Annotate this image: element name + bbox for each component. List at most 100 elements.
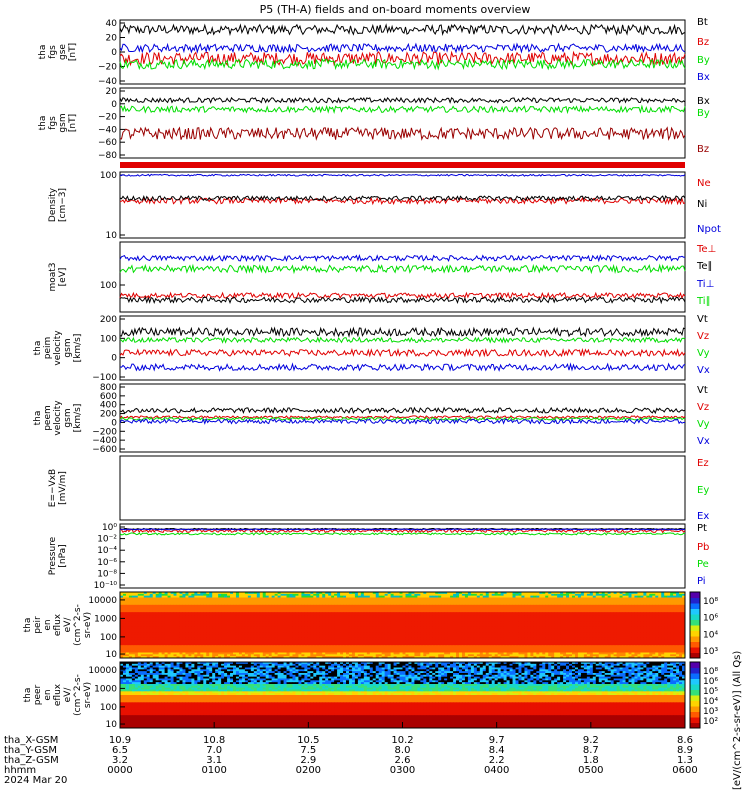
spectrogram-cell (265, 597, 270, 600)
spectrogram-cell (524, 610, 528, 613)
spectrogram-cell (488, 593, 493, 597)
spectrogram-cell (295, 614, 299, 617)
spectrogram-cell (238, 604, 243, 608)
spectrogram-cell (616, 592, 620, 595)
spectrogram-cell (182, 612, 186, 615)
spectrogram-cell (539, 604, 543, 608)
spectrogram-cell (143, 601, 148, 604)
spectrogram-cell (390, 614, 394, 617)
spectrogram-cell (227, 610, 231, 613)
y-axis-label-line: en (43, 619, 53, 630)
spectrogram-cell (661, 601, 665, 604)
spectrogram-cell (527, 601, 531, 604)
spectrogram-cell (298, 597, 302, 600)
spectrogram-cell (607, 604, 612, 608)
spectrogram-cell (125, 592, 130, 595)
spectrogram-cell (298, 610, 302, 613)
spectrogram-cell (464, 614, 469, 617)
y-axis-label-line: sr-eV) (83, 612, 93, 638)
spectrogram-cell (393, 593, 397, 597)
spectrogram-cell (610, 603, 615, 606)
spectrogram-cell (125, 593, 130, 597)
spectrogram-cell (438, 592, 442, 595)
spectrogram-cell (414, 595, 418, 598)
spectrogram-cell (244, 592, 249, 595)
spectrogram-cell (649, 610, 653, 613)
spectrogram-cell (372, 610, 377, 613)
spectrogram-cell (580, 612, 585, 615)
spectrogram-cell (265, 595, 270, 598)
spectrogram-cell (304, 599, 308, 602)
spectrogram-cell (435, 606, 439, 609)
spectrogram-cell (176, 604, 180, 608)
spectrogram-cell (200, 614, 204, 617)
spectrogram-cell (438, 595, 442, 598)
spectrogram-cell (667, 604, 671, 608)
spectrogram-cell (173, 604, 177, 608)
spectrogram-cell (420, 592, 424, 595)
spectrogram-cell (512, 612, 516, 615)
spectrogram-cell (277, 612, 281, 615)
spectrogram-cell (557, 599, 561, 602)
spectrogram-cell (616, 603, 620, 606)
spectrogram-cell (542, 608, 546, 611)
spectrogram-cell (551, 597, 555, 600)
spectrogram-cell (461, 592, 466, 595)
spectrogram-cell (464, 599, 469, 602)
spectrogram-cell (265, 592, 270, 595)
spectrogram-cell (542, 604, 546, 608)
spectrogram-cell (307, 599, 311, 602)
spectrogram-cell (461, 593, 466, 597)
legend-Bx: Bx (697, 96, 710, 107)
spectrogram-cell (351, 599, 356, 602)
spectrogram-cell (661, 612, 665, 615)
spectrogram-cell (482, 599, 487, 602)
spectrogram-cell (244, 597, 249, 600)
spectrogram-cell (375, 608, 380, 611)
y-axis-label: thapeirenefluxeV/(cm^2-s-sr-eV) (23, 604, 93, 646)
spectrogram-cell (601, 592, 606, 595)
spectrogram-cell (182, 614, 186, 617)
spectrogram-cell (491, 614, 496, 617)
spectrogram-cell (354, 608, 359, 611)
spectrogram-cell (643, 606, 647, 609)
spectrogram-cell (277, 593, 281, 597)
spectrogram-cell (120, 593, 124, 597)
spectrogram-cell (247, 599, 252, 602)
spectrogram-cell (369, 610, 374, 613)
spectrogram-cell (215, 595, 219, 598)
spectrogram-cell (524, 592, 528, 595)
spectrogram-cell (673, 597, 677, 600)
spectrogram-cell (417, 592, 421, 595)
spectrogram-cell (661, 593, 665, 597)
spectrogram-cell (616, 612, 620, 615)
spectrogram-cell (515, 595, 519, 598)
spectrogram-cell (134, 603, 139, 606)
spectrogram-cell (313, 610, 317, 613)
spectrogram-cell (435, 597, 439, 600)
spectrogram-cell (390, 597, 394, 600)
spectrogram-cell (197, 610, 201, 613)
spectrogram-cell (411, 604, 415, 608)
spectrogram-cell (227, 592, 231, 595)
spectrogram-cell (173, 592, 177, 595)
spectrogram-cell (334, 593, 338, 597)
spectrogram-cell (224, 604, 228, 608)
spectrogram-cell (557, 595, 561, 598)
spectrogram-cell (390, 604, 394, 608)
spectrogram-cell (235, 592, 240, 595)
spectrogram-cell (233, 608, 237, 611)
spectrogram-cell (601, 614, 606, 617)
spectrogram-cell (616, 599, 620, 602)
spectrogram-cell (402, 612, 406, 615)
spectrogram-cell (485, 603, 490, 606)
y-tick-label: −200 (92, 427, 117, 437)
spectrogram-cell (408, 597, 412, 600)
spectrogram-cell (637, 614, 641, 617)
spectrogram-cell (509, 592, 513, 595)
spectrogram-cell (494, 595, 499, 598)
spectrogram-cell (420, 604, 424, 608)
spectrogram-cell (461, 601, 466, 604)
spectrogram-cell (253, 595, 258, 598)
spectrogram-cell (140, 612, 145, 615)
